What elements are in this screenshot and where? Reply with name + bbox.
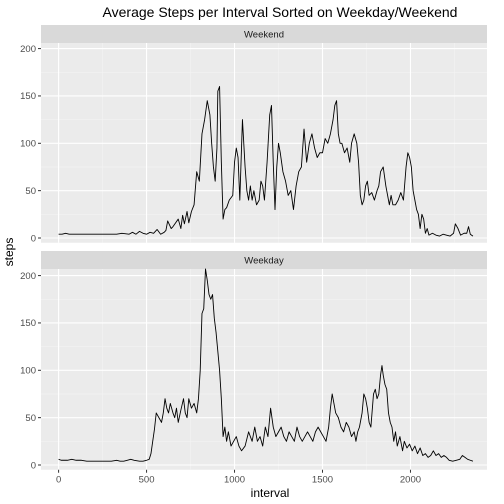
y-tick-label: 200 xyxy=(20,271,36,282)
facet-strip-label: Weekday xyxy=(244,256,284,267)
x-tick-label: 500 xyxy=(139,475,155,486)
x-tick-label: 1500 xyxy=(312,475,333,486)
facet-strip xyxy=(41,251,487,269)
y-tick-label: 0 xyxy=(31,460,36,471)
x-tick-label: 2000 xyxy=(400,475,421,486)
y-tick-label: 150 xyxy=(20,318,36,329)
y-tick-label: 200 xyxy=(20,44,36,55)
y-tick-label: 50 xyxy=(25,186,36,197)
y-axis-title: steps xyxy=(2,238,16,267)
x-tick-label: 1000 xyxy=(224,475,245,486)
facet-strip-label: Weekend xyxy=(244,30,284,41)
chart-title: Average Steps per Interval Sorted on Wee… xyxy=(103,4,458,20)
series-line-weekend xyxy=(58,86,474,237)
facet-strip xyxy=(41,25,487,43)
x-tick-label: 0 xyxy=(56,475,61,486)
y-tick-label: 0 xyxy=(31,233,36,244)
y-tick-label: 100 xyxy=(20,366,36,377)
x-axis-title: interval xyxy=(251,486,290,500)
y-tick-label: 150 xyxy=(20,91,36,102)
facet-panel-weekend: Weekend 0 50 100 150 200 xyxy=(20,25,487,244)
y-tick-label: 50 xyxy=(25,413,36,424)
series-line-weekday xyxy=(58,268,474,462)
y-tick-label: 100 xyxy=(20,139,36,150)
